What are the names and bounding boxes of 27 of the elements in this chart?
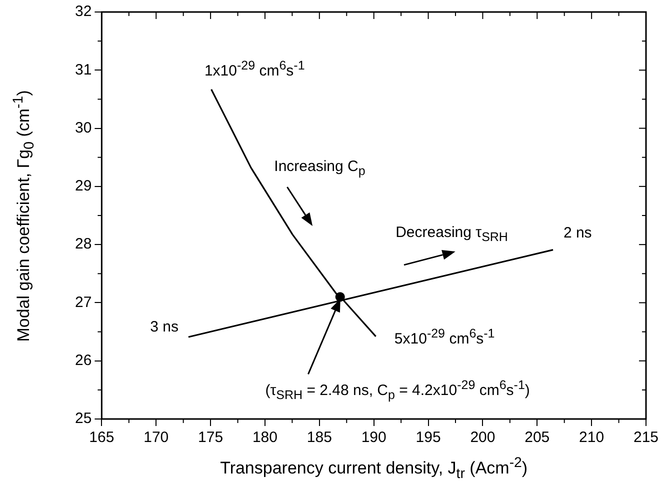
y-tick-label: 29: [74, 178, 92, 195]
x-tick-label: 210: [579, 429, 604, 446]
y-tick-label: 30: [74, 119, 92, 136]
annotation: Decreasing τ$_{SRH}$: [396, 224, 508, 244]
x-axis-title: Transparency current density, J$_{tr}$ (Acm$^{-2}$): [220, 454, 528, 482]
y-tick-label: 25: [74, 410, 92, 428]
y-tick-label: 26: [74, 352, 92, 369]
annotation: 2 ns: [563, 224, 592, 242]
text: (τ$_{SRH}$ = 2.48 ns, C$_{p}$ = 4.2x10$^{-29}$ cm$^{6}$s$^{-1}$): [265, 378, 530, 402]
x-tick-label: 170: [144, 429, 169, 446]
x-tick-label: 205: [524, 429, 550, 446]
x-tick-label: 180: [252, 429, 278, 446]
x-tick-label: 165: [89, 429, 114, 446]
annotation: Increasing C$_{p}$: [274, 158, 366, 178]
x-tick-label: 215: [633, 429, 659, 446]
annotation: 5x10$^{-29}$ cm$^{6}$s$^{-1}$: [394, 326, 495, 348]
y-tick-label: 27: [74, 294, 92, 311]
x-tick-label: 185: [306, 429, 332, 446]
x-tick-label: 200: [470, 429, 496, 446]
x-tick-label: 190: [361, 429, 386, 446]
annotation: 1x10$^{-29}$ cm$^{6}$s$^{-1}$: [204, 58, 305, 80]
y-tick-label: 32: [74, 3, 92, 20]
x-tick-label: 175: [198, 429, 224, 446]
y-tick-label: 28: [74, 236, 92, 253]
x-tick-label: 195: [416, 429, 441, 446]
y-tick-label: 31: [74, 61, 92, 78]
annotation: 3 ns: [150, 318, 178, 336]
